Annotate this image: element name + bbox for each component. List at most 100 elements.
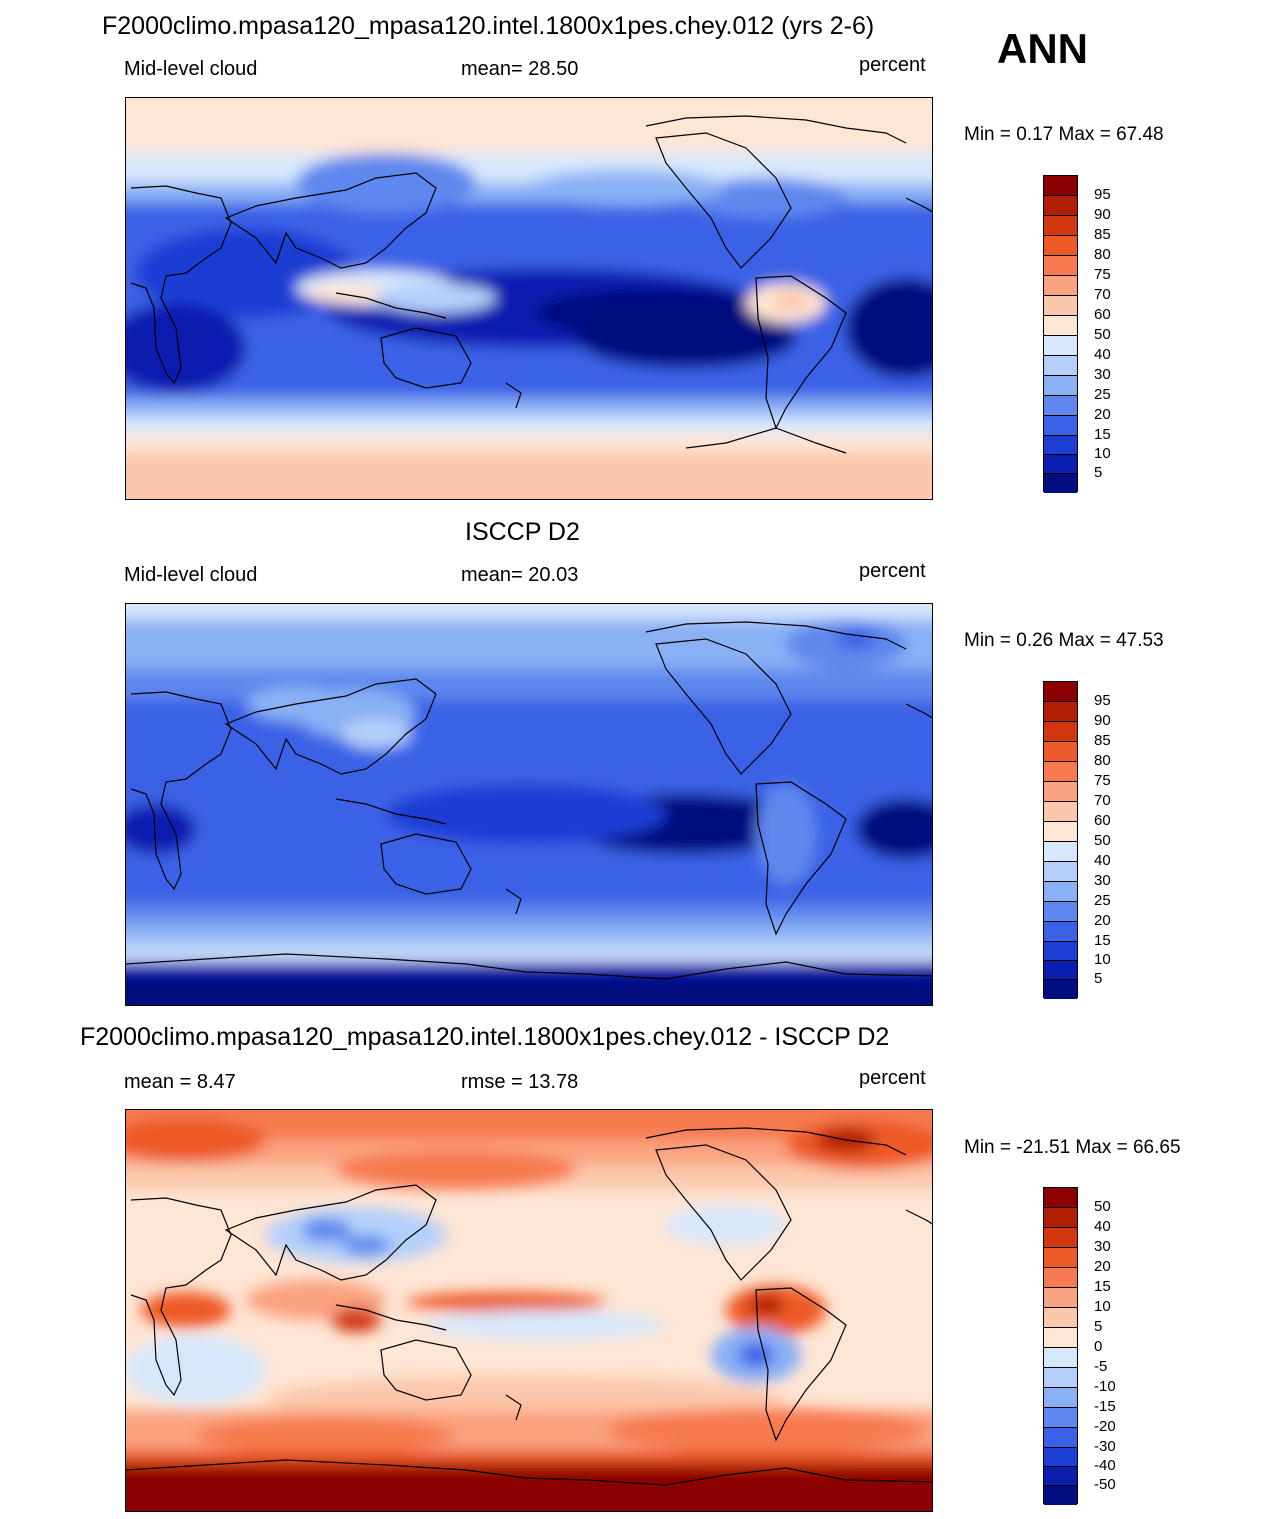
- panel-3-colorbar-bin: [1044, 1208, 1077, 1228]
- panel-2-colorbar-bin: [1044, 762, 1077, 782]
- panel-3-colorbar-label: 5: [1094, 1318, 1103, 1335]
- panel-2-colorbar-bin: [1044, 682, 1077, 702]
- panel-2-colorbar-label: 80: [1094, 752, 1111, 769]
- panel-2-colorbar-bin: [1044, 802, 1077, 822]
- panel-2-colorbar-bin: [1044, 722, 1077, 742]
- panel-1-colorbar-bin: [1044, 336, 1077, 356]
- panel-2-map: [125, 603, 933, 1006]
- panel-2-colorbar-label: 25: [1094, 892, 1111, 909]
- panel-2-colorbar-bin: [1044, 902, 1077, 922]
- panel-2-colorbar: [1043, 681, 1078, 999]
- panel-3-colorbar-label: 10: [1094, 1298, 1111, 1315]
- panel-1-colorbar-label: 85: [1094, 226, 1111, 243]
- panel-2-colorbar-bin: [1044, 961, 1077, 980]
- panel-3-colorbar-bin: [1044, 1268, 1077, 1288]
- panel-1-mean: mean= 28.50: [461, 58, 579, 80]
- panel-1-minmax: Min = 0.17 Max = 67.48: [964, 124, 1164, 145]
- panel-2-colorbar-label: 95: [1094, 692, 1111, 709]
- panel-1-title: F2000climo.mpasa120_mpasa120.intel.1800x…: [102, 12, 875, 40]
- panel-1-colorbar-label: 15: [1094, 426, 1111, 443]
- panel-3-colorbar-bin: [1044, 1368, 1077, 1388]
- panel-3-rmse: rmse = 13.78: [461, 1071, 579, 1093]
- panel-1-colorbar-bin: [1044, 455, 1077, 474]
- panel-1-colorbar-bin: [1044, 356, 1077, 376]
- panel-2-minmax: Min = 0.26 Max = 47.53: [964, 630, 1164, 651]
- panel-3-colorbar-bin: [1044, 1448, 1077, 1467]
- panel-3-colorbar-label: -10: [1094, 1378, 1116, 1395]
- panel-3-colorbar-bin: [1044, 1308, 1077, 1328]
- panel-1-colorbar-label: 30: [1094, 366, 1111, 383]
- panel-1-colorbar-label: 90: [1094, 206, 1111, 223]
- panel-2-colorbar-label: 15: [1094, 932, 1111, 949]
- panel-3-colorbar-bin: [1044, 1348, 1077, 1368]
- panel-2-colorbar-label: 50: [1094, 832, 1111, 849]
- panel-3-colorbar-bin: [1044, 1248, 1077, 1268]
- panel-3-colorbar-label: -30: [1094, 1438, 1116, 1455]
- panel-2-variable: Mid-level cloud: [124, 564, 258, 586]
- panel-1-colorbar-bin: [1044, 216, 1077, 236]
- panel-3-colorbar: [1043, 1187, 1078, 1505]
- panel-3-colorbar-label: -50: [1094, 1476, 1116, 1493]
- panel-1-colorbar-bin: [1044, 176, 1077, 196]
- panel-2-colorbar-label: 20: [1094, 912, 1111, 929]
- panel-3-units: percent: [859, 1067, 926, 1089]
- panel-2-colorbar-bin: [1044, 882, 1077, 902]
- panel-2-colorbar-bin: [1044, 822, 1077, 842]
- panel-1-colorbar-bin: [1044, 236, 1077, 256]
- panel-3-colorbar-bin: [1044, 1388, 1077, 1408]
- panel-3-colorbar-label: 0: [1094, 1338, 1103, 1355]
- panel-2-colorbar-label: 60: [1094, 812, 1111, 829]
- panel-2-colorbar-label: 75: [1094, 772, 1111, 789]
- panel-1-map: [125, 97, 933, 500]
- panel-1-colorbar-bin: [1044, 436, 1077, 455]
- panel-3-colorbar-label: 20: [1094, 1258, 1111, 1275]
- panel-3-coastlines: [126, 1127, 932, 1486]
- panel-2-colorbar-label: 10: [1094, 951, 1111, 968]
- panel-2-colorbar-label: 30: [1094, 872, 1111, 889]
- panel-2-colorbar-bin: [1044, 862, 1077, 882]
- panel-3-minmax: Min = -21.51 Max = 66.65: [964, 1137, 1181, 1158]
- panel-1-coastlines: [130, 115, 932, 454]
- panel-3-mean: mean = 8.47: [124, 1071, 236, 1093]
- panel-1-contour-field: [126, 98, 932, 499]
- panel-3-colorbar-label: 50: [1094, 1198, 1111, 1215]
- panel-3-map: [125, 1109, 933, 1512]
- panel-3-colorbar-bin: [1044, 1188, 1077, 1208]
- panel-1-colorbar-label: 80: [1094, 246, 1111, 263]
- panel-1-colorbar-bin: [1044, 474, 1077, 493]
- panel-1-colorbar-bin: [1044, 316, 1077, 336]
- panel-1-colorbar-bin: [1044, 396, 1077, 416]
- panel-2-mean: mean= 20.03: [461, 564, 579, 586]
- panel-2-colorbar-label: 70: [1094, 792, 1111, 809]
- panel-1-colorbar-label: 50: [1094, 326, 1111, 343]
- panel-3-colorbar-bin: [1044, 1228, 1077, 1248]
- panel-1-colorbar-label: 95: [1094, 186, 1111, 203]
- panel-1-colorbar-label: 5: [1094, 464, 1103, 481]
- panel-3-colorbar-bin: [1044, 1428, 1077, 1448]
- panel-2-colorbar-label: 40: [1094, 852, 1111, 869]
- panel-1-colorbar-bin: [1044, 376, 1077, 396]
- panel-1-colorbar-bin: [1044, 296, 1077, 316]
- season-label: ANN: [997, 25, 1088, 72]
- panel-2-colorbar-bin: [1044, 922, 1077, 942]
- panel-1-colorbar-label: 40: [1094, 346, 1111, 363]
- panel-2-title: ISCCP D2: [465, 518, 580, 546]
- panel-3-contour-field: [126, 1110, 932, 1511]
- panel-1-colorbar-bin: [1044, 416, 1077, 436]
- panel-2-colorbar-bin: [1044, 980, 1077, 999]
- panel-1-units: percent: [859, 54, 926, 76]
- panel-2-colorbar-bin: [1044, 702, 1077, 722]
- panel-3-colorbar-bin: [1044, 1328, 1077, 1348]
- panel-3-colorbar-label: -20: [1094, 1418, 1116, 1435]
- panel-1-variable: Mid-level cloud: [124, 58, 258, 80]
- panel-2-contour-field: [126, 604, 932, 1005]
- panel-2-colorbar-label: 90: [1094, 712, 1111, 729]
- panel-3-colorbar-bin: [1044, 1288, 1077, 1308]
- panel-1-colorbar-bin: [1044, 256, 1077, 276]
- panel-3-colorbar-bin: [1044, 1467, 1077, 1486]
- panel-1-colorbar-label: 20: [1094, 406, 1111, 423]
- panel-1-colorbar-bin: [1044, 196, 1077, 216]
- panel-1-colorbar-label: 75: [1094, 266, 1111, 283]
- panel-3-title: F2000climo.mpasa120_mpasa120.intel.1800x…: [80, 1023, 890, 1051]
- panel-3-colorbar-label: 40: [1094, 1218, 1111, 1235]
